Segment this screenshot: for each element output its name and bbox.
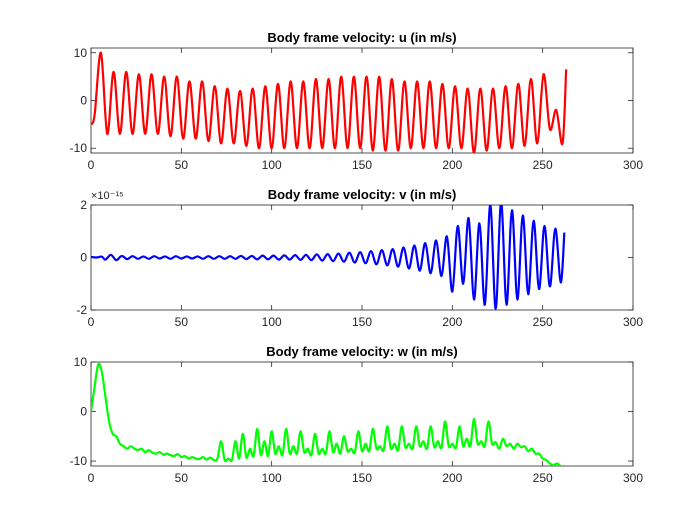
x-tick-label-v: 250 xyxy=(533,315,553,329)
y-tick-label-u: -10 xyxy=(70,141,88,155)
x-tick-label-u: 0 xyxy=(88,158,95,172)
x-tick-label-u: 100 xyxy=(262,158,282,172)
series-line-u xyxy=(91,51,568,153)
x-tick-label-v: 150 xyxy=(352,315,372,329)
y-tick-label-u: 10 xyxy=(74,46,88,60)
x-tick-label-w: 200 xyxy=(442,471,462,485)
y-tick-label-w: 0 xyxy=(80,405,87,419)
title-v: Body frame velocity: v (in m/s) xyxy=(268,187,457,202)
x-tick-label-v: 50 xyxy=(175,315,189,329)
x-tick-label-v: 200 xyxy=(442,315,462,329)
x-tick-label-v: 0 xyxy=(88,315,95,329)
x-tick-label-u: 150 xyxy=(352,158,372,172)
x-tick-label-u: 250 xyxy=(533,158,553,172)
exponent-v: ×10⁻¹⁵ xyxy=(91,190,124,202)
y-tick-label-v: 0 xyxy=(80,251,87,265)
y-tick-label-w: 10 xyxy=(74,355,88,369)
y-tick-label-w: -10 xyxy=(70,454,88,468)
x-tick-label-v: 100 xyxy=(262,315,282,329)
subplot-w: Body frame velocity: w (in m/s) 0 50 100 15… xyxy=(70,344,644,485)
y-tick-label-v: 2 xyxy=(80,198,87,212)
title-u: Body frame velocity: u (in m/s) xyxy=(267,30,456,45)
x-tick-label-w: 100 xyxy=(262,471,282,485)
x-tick-label-v: 300 xyxy=(623,315,643,329)
x-tick-label-w: 50 xyxy=(175,471,189,485)
series-line-v xyxy=(91,205,566,310)
x-tick-label-u: 200 xyxy=(442,158,462,172)
x-tick-label-w: 300 xyxy=(623,471,643,485)
subplot-v: Body frame velocity: v (in m/s) ×10⁻¹⁵ 0… xyxy=(76,187,643,329)
subplot-u: Body frame velocity: u (in m/s) 0 50 100 15… xyxy=(70,30,644,172)
x-tick-label-u: 300 xyxy=(623,158,643,172)
x-tick-label-u: 50 xyxy=(175,158,189,172)
x-tick-label-w: 250 xyxy=(533,471,553,485)
x-tick-label-w: 150 xyxy=(352,471,372,485)
title-w: Body frame velocity: w (in m/s) xyxy=(266,344,457,359)
y-tick-label-v: -2 xyxy=(76,303,87,317)
y-tick-label-u: 0 xyxy=(80,94,87,108)
x-tick-label-w: 0 xyxy=(88,471,95,485)
series-line-w xyxy=(91,362,565,466)
ticks-v: 0 50 100 150 200 250 300-202 xyxy=(76,198,643,329)
